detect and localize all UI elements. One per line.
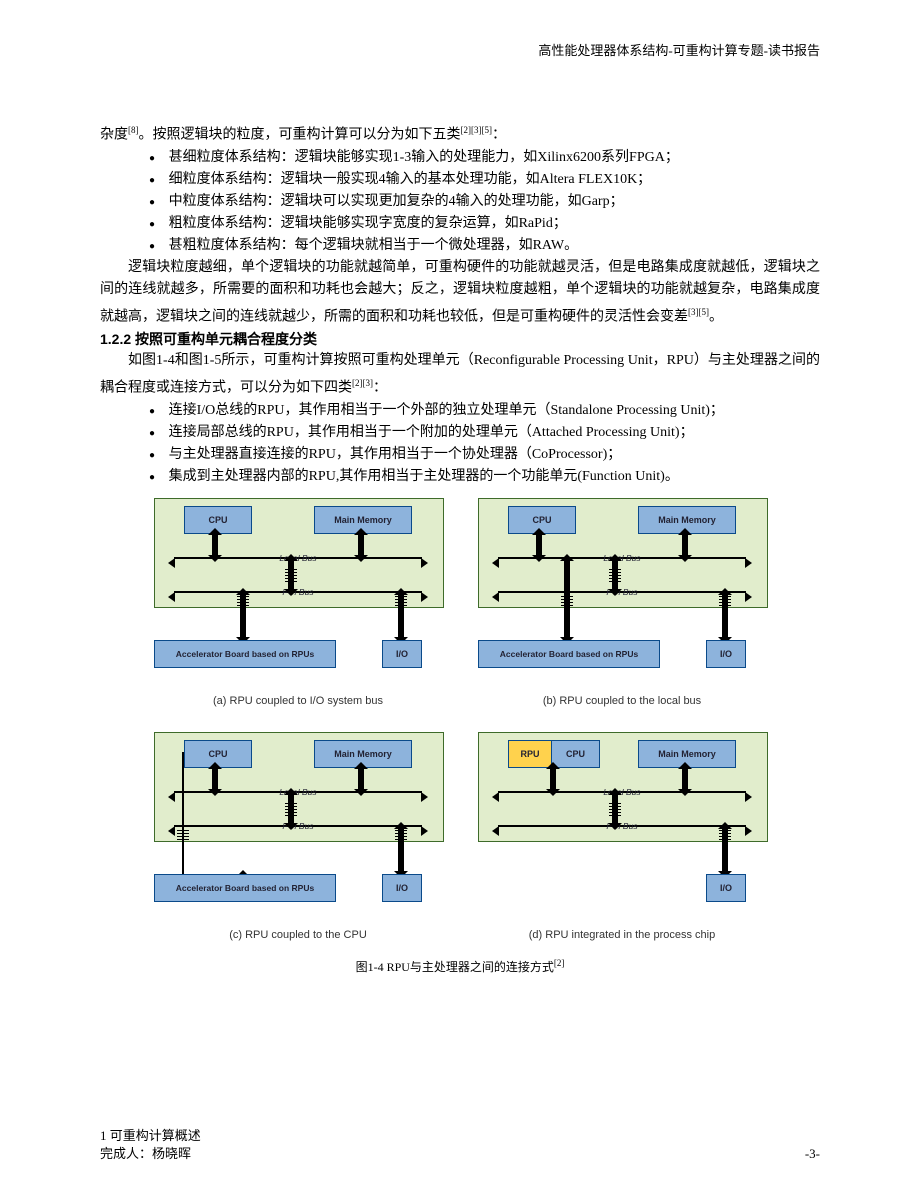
con (398, 594, 404, 638)
diagram-c: CPU Main Memory Local Bus PCI Bus A (150, 730, 446, 946)
con (564, 560, 570, 638)
con (288, 794, 294, 824)
bridge-icon (719, 596, 731, 606)
figure-1-4: CPU Main Memory Local Bus PCI Bus Accele… (150, 496, 770, 946)
t: 如图1-4和图1-5所示，可重构计算按照可重构处理单元（Reconfigurab… (100, 353, 820, 396)
con (682, 768, 688, 790)
t: 。按照逻辑块的粒度，可重构计算可以分为如下五类 (139, 128, 461, 143)
para-1: 杂度[8]。按照逻辑块的粒度，可重构计算可以分为如下五类[2][3][5]： (100, 119, 820, 147)
io-box: I/O (382, 640, 422, 668)
bullet-item: 甚细粒度体系结构：逻辑块能够实现1-3输入的处理能力，如Xilinx6200系列… (149, 147, 820, 169)
footer-page: -3- (805, 1145, 820, 1163)
con (612, 794, 618, 824)
t: ： (373, 381, 387, 396)
t: 杂度 (100, 128, 128, 143)
con (682, 534, 688, 556)
dia-caption-d: (d) RPU integrated in the process chip (474, 924, 770, 946)
diagram-b: CPU Main Memory Local Bus PCI Bus Accele… (474, 496, 770, 712)
bullet-item: 集成到主处理器内部的RPU,其作用相当于主处理器的一个功能单元(Function… (149, 466, 820, 488)
bullet-item: 甚粗粒度体系结构：每个逻辑块就相当于一个微处理器，如RAW。 (149, 235, 820, 257)
cite: [2][3] (352, 378, 373, 388)
page-header: 高性能处理器体系结构-可重构计算专题-读书报告 (100, 40, 820, 59)
bullet-item: 连接局部总线的RPU，其作用相当于一个附加的处理单元（Attached Proc… (149, 422, 820, 444)
diagram-d: RPU CPU Main Memory Local Bus PCI Bus I/… (474, 730, 770, 946)
accel-box: Accelerator Board based on RPUs (154, 874, 336, 902)
cite: [8] (128, 125, 139, 135)
con (536, 534, 542, 556)
con-line (182, 752, 184, 884)
bus-label: PCI Bus (498, 581, 746, 603)
bridge-icon (609, 568, 621, 582)
io-box: I/O (382, 874, 422, 902)
dia-caption-b: (b) RPU coupled to the local bus (474, 690, 770, 712)
cite: [2][3][5] (461, 125, 492, 135)
footer-section: 1 可重构计算概述 (100, 1127, 820, 1145)
bullet-item: 细粒度体系结构：逻辑块一般实现4输入的基本处理功能，如Altera FLEX10… (149, 169, 820, 191)
t: ： (492, 128, 506, 143)
bullet-item: 粗粒度体系结构：逻辑块能够实现字宽度的复杂运算，如RaPid； (149, 213, 820, 235)
bridge-icon (177, 830, 189, 840)
para-2: 逻辑块粒度越细，单个逻辑块的功能就越简单，可重构硬件的功能就越灵活，但是电路集成… (100, 257, 820, 329)
bus-label: Local Bus (498, 781, 746, 803)
accel-box: Accelerator Board based on RPUs (154, 640, 336, 668)
bullet-list-1: 甚细粒度体系结构：逻辑块能够实现1-3输入的处理能力，如Xilinx6200系列… (100, 147, 820, 257)
bridge-icon (719, 830, 731, 840)
bridge-icon (561, 596, 573, 606)
con (212, 768, 218, 790)
figure-caption: 图1-4 RPU与主处理器之间的连接方式[2] (100, 952, 820, 978)
bullet-list-2: 连接I/O总线的RPU，其作用相当于一个外部的独立处理单元（Standalone… (100, 400, 820, 488)
bullet-item: 连接I/O总线的RPU，其作用相当于一个外部的独立处理单元（Standalone… (149, 400, 820, 422)
bridge-icon (285, 802, 297, 816)
footer-author: 完成人：杨晓晖 (100, 1145, 191, 1163)
con (612, 560, 618, 590)
bridge-icon (237, 596, 249, 606)
diagram-a: CPU Main Memory Local Bus PCI Bus Accele… (150, 496, 446, 712)
con (722, 828, 728, 872)
dia-caption-a: (a) RPU coupled to I/O system bus (150, 690, 446, 712)
cite: [3][5] (688, 307, 709, 317)
page-footer: 1 可重构计算概述 完成人：杨晓晖 -3- (100, 1127, 820, 1163)
bridge-icon (395, 830, 407, 840)
con (358, 768, 364, 790)
io-box: I/O (706, 874, 746, 902)
subheading: 1.2.2 按照可重构单元耦合程度分类 (100, 328, 820, 350)
bus-label: PCI Bus (174, 815, 422, 837)
bullet-item: 与主处理器直接连接的RPU，其作用相当于一个协处理器（CoProcessor)； (149, 444, 820, 466)
bullet-item: 中粒度体系结构：逻辑块可以实现更加复杂的4输入的处理功能，如Garp； (149, 191, 820, 213)
con (358, 534, 364, 556)
bridge-icon (609, 802, 621, 816)
t: 。 (709, 309, 723, 324)
con (240, 594, 246, 638)
cite: [2] (554, 958, 565, 968)
para-3: 如图1-4和图1-5所示，可重构计算按照可重构处理单元（Reconfigurab… (100, 350, 820, 400)
dia-caption-c: (c) RPU coupled to the CPU (150, 924, 446, 946)
con (550, 768, 556, 790)
bus-label: PCI Bus (174, 581, 422, 603)
con (212, 534, 218, 556)
io-box: I/O (706, 640, 746, 668)
bridge-icon (395, 596, 407, 606)
con (288, 560, 294, 590)
bridge-icon (285, 568, 297, 582)
con (398, 828, 404, 872)
t: 图1-4 RPU与主处理器之间的连接方式 (356, 960, 554, 974)
accel-box: Accelerator Board based on RPUs (478, 640, 660, 668)
con (722, 594, 728, 638)
bus-label: PCI Bus (498, 815, 746, 837)
